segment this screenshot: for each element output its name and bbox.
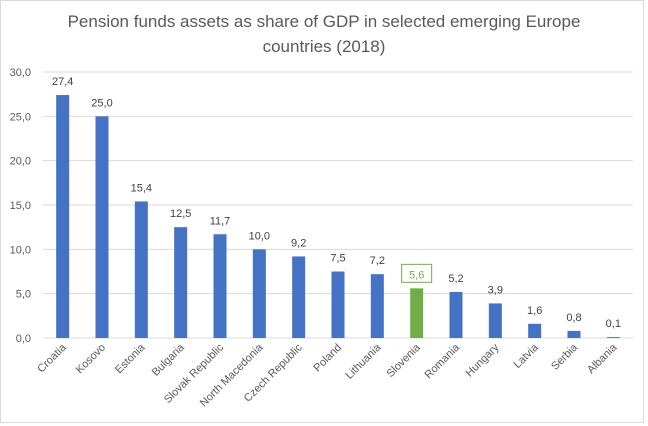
data-label: 1,6 <box>527 305 542 317</box>
data-label: 7,2 <box>370 255 385 267</box>
y-tick-label: 15,0 <box>10 200 31 212</box>
data-label: 9,2 <box>291 237 306 249</box>
data-label: 15,4 <box>131 182 152 194</box>
bar-latvia <box>528 323 542 338</box>
bar-estonia <box>134 201 148 338</box>
y-tick-label: 20,0 <box>10 156 31 168</box>
data-label: 10,0 <box>249 230 270 242</box>
y-tick-label: 30,0 <box>10 67 31 79</box>
x-category-label: Slovenia <box>384 341 423 380</box>
data-label: 0,8 <box>566 312 581 324</box>
data-label: 11,7 <box>210 215 231 227</box>
bar-croatia <box>56 95 70 338</box>
bar-slovenia <box>410 288 424 338</box>
x-category-label: Estonia <box>113 341 148 376</box>
bar-czech-republic <box>292 256 306 338</box>
bar-serbia <box>567 330 581 338</box>
bar-romania <box>449 291 463 338</box>
x-category-label: Lithuania <box>343 341 384 382</box>
bar-bulgaria <box>174 227 188 338</box>
highlight-label-box <box>401 263 433 283</box>
x-category-label: Serbia <box>549 341 581 373</box>
chart-title-line-2: countries (2018) <box>263 37 386 56</box>
bar-albania <box>606 337 620 338</box>
x-category-label: Hungary <box>464 341 502 379</box>
data-label: 27,4 <box>52 76 73 88</box>
y-tick-label: 10,0 <box>10 244 31 256</box>
chart-title-line-1: Pension funds assets as share of GDP in … <box>68 12 581 31</box>
bar-poland <box>331 271 345 338</box>
x-category-label: Romania <box>423 341 463 381</box>
data-label: 25,0 <box>91 97 112 109</box>
data-label: 12,5 <box>170 208 191 220</box>
y-tick-label: 25,0 <box>10 111 31 123</box>
x-category-label: Croatia <box>35 341 69 375</box>
y-tick-label: 5,0 <box>16 289 31 301</box>
data-label: 7,5 <box>330 253 345 265</box>
bar-slovak-republic <box>213 234 227 338</box>
bar-north-macedonia <box>252 249 266 338</box>
bar-lithuania <box>370 274 384 338</box>
x-category-label: Poland <box>311 342 344 375</box>
x-category-label: Albania <box>585 341 620 376</box>
data-label: 3,9 <box>488 284 503 296</box>
x-category-label: Latvia <box>512 341 542 371</box>
bar-hungary <box>488 303 502 338</box>
data-label: 0,1 <box>606 318 621 330</box>
y-tick-label: 0,0 <box>16 333 31 345</box>
data-label: 5,6 <box>409 269 424 281</box>
data-label: 5,2 <box>448 273 463 285</box>
x-category-label: Kosovo <box>74 342 108 376</box>
bar-kosovo <box>95 116 109 338</box>
x-category-label: Bulgaria <box>150 341 188 379</box>
